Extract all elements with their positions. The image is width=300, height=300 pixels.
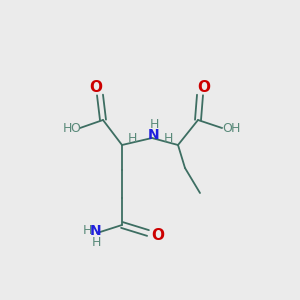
Text: O: O [89, 80, 103, 95]
Text: H: H [91, 236, 101, 250]
Text: ·O: ·O [68, 122, 82, 134]
Text: N: N [90, 224, 102, 238]
Text: H: H [230, 122, 240, 134]
Text: H: H [163, 133, 173, 146]
Text: H: H [127, 133, 137, 146]
Text: H: H [149, 118, 159, 131]
Text: O: O [152, 227, 164, 242]
Text: H: H [82, 224, 92, 238]
Text: ·O: ·O [220, 122, 234, 134]
Text: H: H [62, 122, 72, 134]
Text: O: O [197, 80, 211, 95]
Text: N: N [148, 128, 160, 142]
